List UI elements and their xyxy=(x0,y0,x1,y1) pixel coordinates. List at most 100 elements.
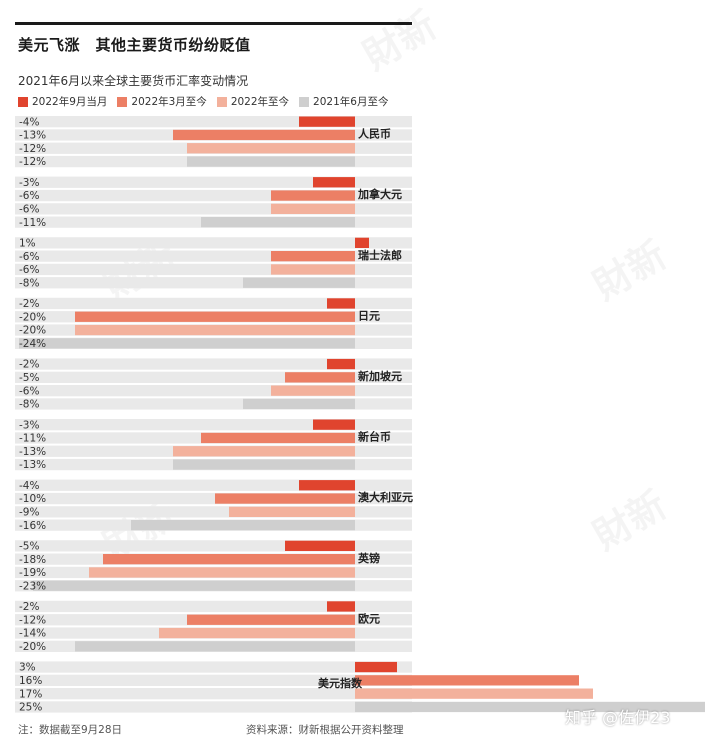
value-label: -12% xyxy=(19,143,46,155)
value-label: -6% xyxy=(19,204,39,216)
footer-note: 注：数据截至9月28日 xyxy=(18,724,123,736)
legend-label-mar2022: 2022年3月至今 xyxy=(131,96,207,108)
value-label: -6% xyxy=(19,190,39,202)
value-label: 1% xyxy=(19,238,36,250)
bar xyxy=(355,675,579,686)
bar-track xyxy=(15,263,412,276)
value-label: -5% xyxy=(19,541,39,553)
category-label: 欧元 xyxy=(358,611,380,625)
bar xyxy=(131,520,355,531)
bar xyxy=(201,432,355,444)
bar-track xyxy=(15,297,412,310)
legend-item-ytd2022: 2022年至今 xyxy=(216,94,290,109)
bar xyxy=(243,277,355,288)
legend-label-jun2021: 2021年6月至今 xyxy=(313,96,389,108)
bar xyxy=(187,614,355,625)
bar xyxy=(271,264,355,275)
bar-track xyxy=(15,688,412,700)
footer-source: 资料来源：财新根据公开资料整理 xyxy=(246,724,404,736)
bar xyxy=(271,385,355,396)
value-label: -2% xyxy=(19,359,39,371)
legend-swatch-ytd2022 xyxy=(216,96,227,107)
zhihu-watermark: 知乎 @佐伊23 xyxy=(565,708,671,727)
category-label: 英镑 xyxy=(357,551,380,565)
bar-track xyxy=(15,385,412,397)
bar-track xyxy=(15,371,412,383)
bar xyxy=(159,627,355,639)
value-label: -20% xyxy=(19,641,46,653)
bar-track xyxy=(15,600,412,613)
bar xyxy=(299,116,355,127)
value-label: -8% xyxy=(19,399,39,411)
bar xyxy=(229,506,355,517)
value-label: -20% xyxy=(19,311,46,323)
bar xyxy=(327,358,355,370)
bar xyxy=(313,419,355,430)
value-label: -13% xyxy=(19,130,46,142)
bar xyxy=(75,324,355,336)
bar-track xyxy=(15,189,412,202)
bar xyxy=(327,601,355,612)
bar-track xyxy=(15,203,412,215)
value-label: -4% xyxy=(19,116,39,128)
value-label: -10% xyxy=(19,493,46,505)
value-label: -5% xyxy=(19,372,39,384)
value-label: -24% xyxy=(19,338,46,350)
bar-track xyxy=(15,661,412,673)
value-label: -6% xyxy=(19,385,39,397)
legend-swatch-sep2022 xyxy=(18,96,28,107)
legend-swatch-jun2021 xyxy=(299,96,310,107)
value-label: 25% xyxy=(19,702,42,714)
legend-label-sep2022: 2022年9月当月 xyxy=(32,96,108,108)
value-label: 17% xyxy=(19,688,42,700)
value-label: -11% xyxy=(19,433,46,445)
bar xyxy=(271,190,355,201)
value-label: -20% xyxy=(19,325,46,337)
value-label: -4% xyxy=(19,480,39,492)
bar xyxy=(285,372,355,383)
chart-title: 美元飞涨 其他主要货币纷纷贬值 xyxy=(18,36,251,54)
value-label: -23% xyxy=(19,580,46,592)
bar xyxy=(75,641,355,652)
category-label: 日元 xyxy=(358,309,380,322)
bar-track xyxy=(15,419,412,431)
top-rule xyxy=(15,22,412,25)
value-label: -9% xyxy=(19,507,39,519)
bar-track xyxy=(15,540,412,552)
value-label: -12% xyxy=(19,156,46,168)
bar xyxy=(215,493,355,504)
bar xyxy=(173,129,355,141)
bar xyxy=(173,446,355,457)
bar-track xyxy=(15,250,412,262)
value-label: -2% xyxy=(19,601,39,613)
bar xyxy=(355,661,397,673)
legend-item-jun2021: 2021年6月至今 xyxy=(299,94,388,109)
value-label: -8% xyxy=(19,277,39,289)
bar xyxy=(187,143,355,154)
value-label: 3% xyxy=(19,662,36,674)
value-label: -18% xyxy=(19,554,46,566)
bar-track xyxy=(15,176,412,188)
value-label: -19% xyxy=(19,567,46,579)
bar-track xyxy=(15,506,412,518)
category-label: 加拿大元 xyxy=(357,187,402,201)
chart-subtitle: 2021年6月以来全球主要货币汇率变动情况 xyxy=(18,74,249,88)
bar xyxy=(355,237,369,248)
legend: 2022年9月当月 2022年3月至今 2022年至今 2021年6月至今 xyxy=(18,94,388,109)
bar xyxy=(313,177,355,188)
bar xyxy=(19,338,355,349)
legend-item-sep2022: 2022年9月当月 xyxy=(18,94,107,109)
value-label: -3% xyxy=(19,177,39,189)
legend-label-ytd2022: 2022年至今 xyxy=(230,96,290,108)
bar-track xyxy=(15,701,412,713)
category-label: 美元指数 xyxy=(318,676,363,690)
category-label: 澳大利亚元 xyxy=(358,490,413,504)
value-label: -6% xyxy=(19,264,39,276)
value-label: -14% xyxy=(19,628,46,640)
bar xyxy=(75,311,355,322)
bar-track xyxy=(15,358,412,370)
bar xyxy=(355,688,593,699)
value-label: -12% xyxy=(19,614,46,626)
bar-track xyxy=(15,492,412,505)
